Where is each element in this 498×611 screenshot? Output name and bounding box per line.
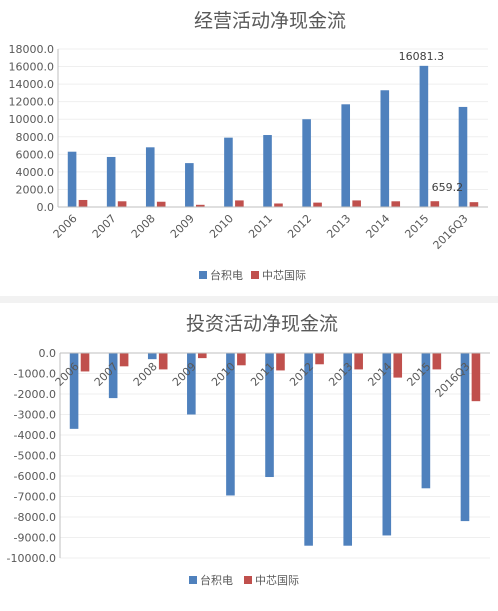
bar-tsmc-2009	[187, 353, 196, 415]
bar-smic-2006	[80, 353, 90, 372]
bar-smic-2010	[235, 200, 244, 207]
legend-swatch-tsmc	[199, 271, 207, 279]
bar-smic-2015	[432, 353, 442, 370]
bar-tsmc-2014	[380, 90, 390, 207]
bar-tsmc-2007	[108, 353, 118, 399]
x-tick-label: 2013	[324, 212, 353, 241]
bar-tsmc-2009	[185, 163, 194, 207]
y-tick-label: 10000.0	[9, 113, 55, 126]
legend-swatch-smic	[251, 271, 259, 279]
bar-smic-2007	[117, 201, 127, 207]
bar-smic-2013	[354, 353, 363, 370]
y-tick-label: -9000.0	[14, 532, 56, 545]
legend-label-tsmc: 台积电	[200, 573, 233, 587]
bar-tsmc-2013	[341, 104, 351, 207]
y-tick-label: 16000.0	[9, 61, 55, 74]
bar-tsmc-2014	[382, 353, 392, 536]
bar-smic-2010	[237, 353, 246, 366]
legend-label-smic: 中芯国际	[262, 268, 306, 282]
bar-tsmc-2008	[147, 353, 157, 360]
bar-tsmc-2016Q3	[460, 353, 470, 522]
investing-cashflow-svg: 投资活动净现金流 0.0 -1000.0 -2000.0 -3000.0 -4000.0…	[7, 313, 490, 587]
bar-smic-2014	[391, 201, 401, 207]
bar-smic-2015	[430, 201, 440, 207]
bar-smic-2006	[78, 199, 88, 207]
operating-cashflow-svg: 经营活动净现金流 18000.0 16000.0 14000.0 12000.0 100…	[9, 10, 488, 282]
bar-smic-2007	[119, 353, 129, 367]
x-tick-label: 2012	[285, 212, 314, 241]
bar-smic-2011	[276, 353, 285, 371]
y-tick-label: 14000.0	[9, 78, 55, 91]
bar-tsmc-2016Q3	[458, 106, 468, 207]
bar-smic-2012	[315, 353, 324, 365]
y-tick-label: -6000.0	[14, 470, 56, 483]
y-tick-label: 6000.0	[16, 148, 55, 161]
legend-label-tsmc: 台积电	[210, 268, 243, 282]
operating-cashflow-chart: 经营活动净现金流 18000.0 16000.0 14000.0 12000.0 100…	[0, 0, 498, 296]
y-tick-label: -2000.0	[14, 388, 56, 401]
bar-tsmc-2015	[419, 65, 429, 207]
x-tick-label: 2011	[246, 212, 275, 241]
x-tick-label: 2009	[168, 212, 197, 241]
bar-tsmc-2006	[67, 151, 77, 207]
bar-tsmc-2008	[145, 147, 155, 207]
x-tick-label: 2015	[402, 212, 431, 241]
bar-smic-2012	[313, 202, 322, 207]
bar-tsmc-2010	[224, 137, 233, 207]
chart-title: 经营活动净现金流	[194, 10, 346, 32]
bar-smic-2011	[274, 203, 283, 207]
y-tick-label: -3000.0	[14, 409, 56, 422]
bar-smic-2009	[197, 353, 207, 359]
y-tick-label: -5000.0	[14, 450, 56, 463]
y-tick-label: -10000.0	[7, 552, 56, 565]
bar-smic-2016Q3	[469, 202, 479, 207]
chart-title: 投资活动净现金流	[186, 313, 338, 335]
x-tick-label: 2008	[131, 360, 160, 389]
y-tick-label: -1000.0	[14, 368, 56, 381]
bar-tsmc-2006	[69, 353, 79, 429]
y-tick-label: 2000.0	[16, 183, 55, 196]
x-tick-label: 2006	[51, 212, 80, 241]
bar-smic-2014	[393, 353, 403, 378]
bar-tsmc-2012	[302, 119, 311, 207]
panel-divider	[0, 296, 498, 303]
y-tick-label: -4000.0	[14, 429, 56, 442]
x-tick-label: 2007	[90, 212, 119, 241]
x-tick-label: 2008	[129, 212, 158, 241]
legend-label-smic: 中芯国际	[255, 573, 299, 587]
x-tick-label: 2016Q3	[431, 212, 471, 252]
x-tick-label: 2010	[207, 212, 236, 241]
data-label-smic-2015: 659.2	[432, 181, 464, 194]
bar-tsmc-2013	[343, 353, 353, 546]
bar-tsmc-2012	[304, 353, 313, 546]
y-tick-label: 0.0	[39, 347, 57, 360]
legend: 台积电 中芯国际	[189, 573, 299, 587]
y-tick-label: -8000.0	[14, 511, 56, 524]
bar-smic-2008	[158, 353, 168, 370]
bar-smic-2016Q3	[471, 353, 481, 402]
y-tick-label: 0.0	[37, 201, 55, 214]
investing-cashflow-chart: 投资活动净现金流 0.0 -1000.0 -2000.0 -3000.0 -4000.0…	[0, 303, 498, 607]
data-label-tsmc-2015: 16081.3	[399, 50, 445, 63]
bar-tsmc-2011	[263, 135, 272, 207]
y-tick-label: 12000.0	[9, 96, 55, 109]
bar-tsmc-2011	[265, 353, 274, 478]
y-tick-label: -7000.0	[14, 491, 56, 504]
bar-tsmc-2007	[106, 156, 116, 207]
y-tick-label: 4000.0	[16, 166, 55, 179]
legend-swatch-tsmc	[189, 576, 197, 584]
bar-tsmc-2010	[226, 353, 235, 496]
legend: 台积电 中芯国际	[199, 268, 306, 282]
x-tick-label: 2014	[363, 212, 392, 241]
bar-smic-2008	[156, 201, 166, 207]
y-tick-label: 18000.0	[9, 43, 55, 56]
y-tick-label: 8000.0	[16, 131, 55, 144]
legend-swatch-smic	[244, 576, 252, 584]
bar-smic-2009	[195, 204, 205, 207]
bar-smic-2013	[352, 200, 361, 207]
bar-tsmc-2015	[421, 353, 431, 489]
